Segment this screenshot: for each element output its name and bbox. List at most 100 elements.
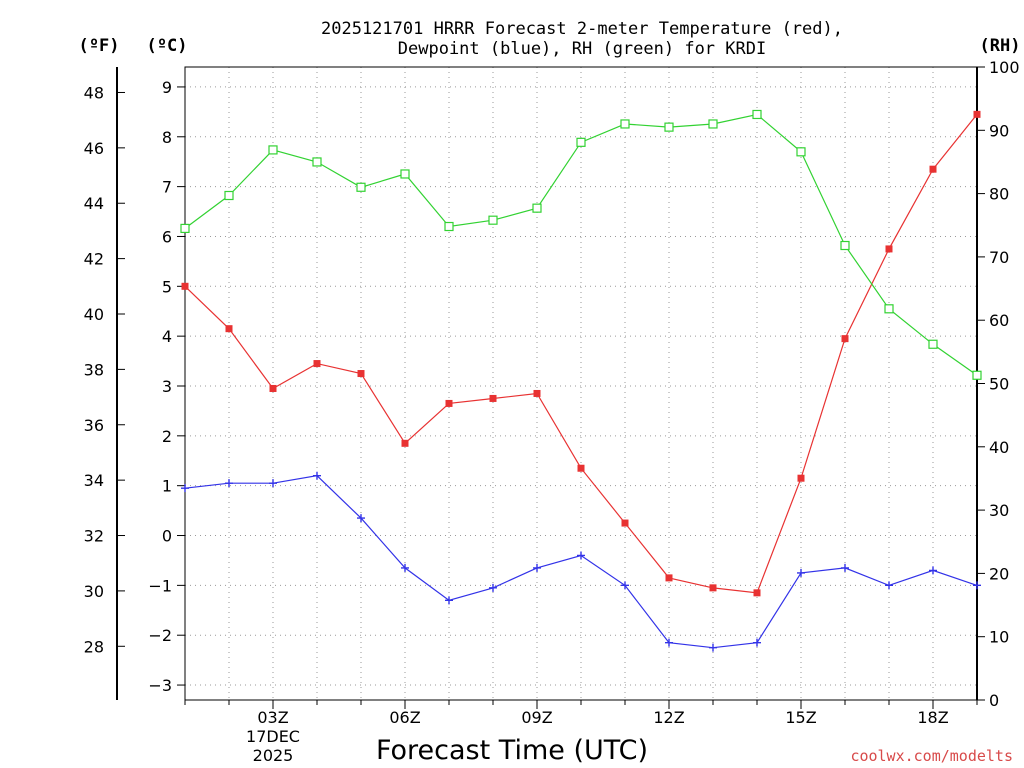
dewpoint-point <box>401 563 409 572</box>
dewpoint-point <box>973 581 981 590</box>
dewpoint-series <box>181 471 981 652</box>
c-axis-tick-label: −1 <box>148 576 172 595</box>
rh-point <box>224 190 234 201</box>
rh-axis-tick-label: 40 <box>989 438 1009 457</box>
temperature-point <box>445 399 453 407</box>
rh-series <box>180 109 982 380</box>
temperature-point <box>709 584 717 592</box>
rh-point <box>356 182 366 192</box>
rh-point <box>972 370 982 380</box>
dewpoint-point <box>489 583 497 592</box>
f-axis-tick-label: 44 <box>84 194 104 213</box>
dewpoint-point <box>709 643 717 652</box>
rh-point <box>840 240 850 251</box>
f-axis-tick-label: 48 <box>84 83 104 102</box>
dewpoint-point <box>533 563 541 572</box>
x-axis-tick-label: 15Z <box>785 708 816 727</box>
dewpoint-point <box>313 471 321 480</box>
rh-axis-tick-label: 30 <box>989 501 1009 520</box>
dewpoint-point <box>357 514 365 523</box>
temperature-point <box>181 282 189 290</box>
rh-unit-label: (RH) <box>980 36 1021 56</box>
x-axis-date-label: 17DEC <box>246 727 300 746</box>
rh-point <box>928 339 938 349</box>
rh-point <box>576 137 586 147</box>
f-axis-tick-label: 40 <box>84 305 104 324</box>
temperature-point <box>665 574 673 582</box>
c-axis-tick-label: 9 <box>162 78 172 97</box>
rh-point <box>708 119 718 129</box>
dewpoint-point <box>929 566 937 575</box>
c-axis-tick-label: −3 <box>148 676 172 695</box>
f-axis-tick-label: 28 <box>84 637 104 656</box>
axes: −3−2−10123456789283032343638404244464801… <box>84 58 1020 765</box>
rh-axis-tick-label: 90 <box>989 121 1009 140</box>
dewpoint-point <box>797 568 805 577</box>
rh-point <box>532 203 542 213</box>
temperature-point <box>489 394 497 402</box>
temperature-point <box>577 464 585 472</box>
temperature-point <box>357 370 365 378</box>
x-axis-tick-label: 18Z <box>917 708 948 727</box>
f-axis-tick-label: 34 <box>84 471 104 490</box>
celsius-unit-label: (ºC) <box>147 36 188 56</box>
dewpoint-point <box>665 638 673 647</box>
source-credit: coolwx.com/modelts <box>850 747 1013 765</box>
rh-point <box>312 157 322 167</box>
temperature-point <box>885 245 893 253</box>
rh-point <box>620 119 630 129</box>
c-axis-tick-label: −2 <box>148 626 172 645</box>
f-axis-tick-label: 46 <box>84 139 104 158</box>
f-axis-tick-label: 36 <box>84 416 104 435</box>
dewpoint-point <box>445 596 453 605</box>
x-axis-tick-label: 09Z <box>521 708 552 727</box>
fahrenheit-unit-label: (ºF) <box>79 36 120 56</box>
rh-point <box>180 223 190 234</box>
c-axis-tick-label: 6 <box>162 227 172 246</box>
f-axis-tick-label: 42 <box>84 250 104 269</box>
rh-axis-tick-label: 10 <box>989 628 1009 647</box>
c-axis-tick-label: 4 <box>162 327 172 346</box>
c-axis-tick-label: 8 <box>162 128 172 147</box>
rh-axis-tick-label: 20 <box>989 564 1009 583</box>
dewpoint-point <box>269 479 277 488</box>
chart-title-line-1: 2025121701 HRRR Forecast 2-meter Tempera… <box>321 19 843 39</box>
rh-axis-tick-label: 50 <box>989 375 1009 394</box>
dewpoint-point <box>181 484 189 493</box>
rh-point <box>664 122 674 132</box>
temperature-point <box>401 439 409 447</box>
dewpoint-point <box>753 638 761 647</box>
temperature-point <box>269 384 277 392</box>
rh-axis-tick-label: 70 <box>989 248 1009 267</box>
temperature-point <box>313 360 321 368</box>
plot-frame <box>184 66 978 701</box>
rh-axis-tick-label: 80 <box>989 185 1009 204</box>
rh-point <box>400 169 410 179</box>
temperature-point <box>225 325 233 333</box>
x-axis-tick-label: 12Z <box>653 708 684 727</box>
rh-axis-tick-label: 60 <box>989 311 1009 330</box>
rh-point <box>488 215 498 225</box>
rh-point <box>796 147 806 157</box>
f-axis-tick-label: 38 <box>84 360 104 379</box>
data-series <box>180 109 982 652</box>
c-axis-tick-label: 2 <box>162 427 172 446</box>
rh-axis-tick-label: 100 <box>989 58 1020 77</box>
rh-axis-tick-label: 0 <box>989 691 999 710</box>
temperature-point <box>797 474 805 482</box>
f-axis-tick-label: 32 <box>84 527 104 546</box>
x-axis-tick-label: 03Z <box>257 708 288 727</box>
dewpoint-point <box>621 581 629 590</box>
chart-title-line-2: Dewpoint (blue), RH (green) for KRDI <box>398 39 766 59</box>
temperature-point <box>621 519 629 527</box>
dewpoint-point <box>225 479 233 488</box>
temperature-point <box>753 589 761 597</box>
dewpoint-line <box>184 475 978 649</box>
c-axis-tick-label: 3 <box>162 377 172 396</box>
chart-title: 2025121701 HRRR Forecast 2-meter Tempera… <box>321 19 843 59</box>
c-axis-tick-label: 5 <box>162 277 172 296</box>
rh-point <box>884 304 894 314</box>
temperature-series <box>181 110 981 597</box>
x-axis-title: Forecast Time (UTC) <box>376 735 648 766</box>
